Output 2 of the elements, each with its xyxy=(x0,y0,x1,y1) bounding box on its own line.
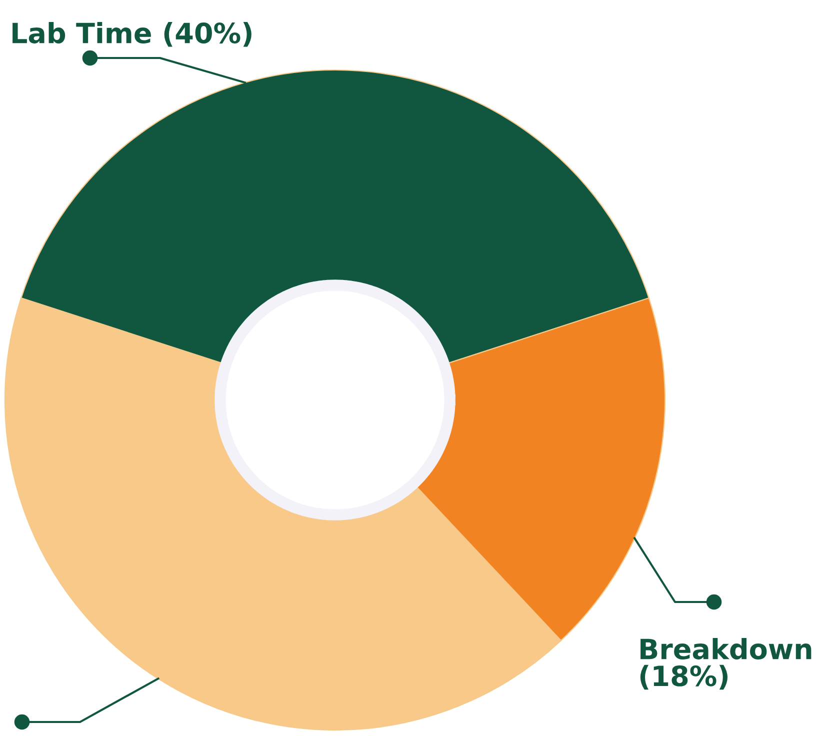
slice-label: Breakdown (18%) xyxy=(640,638,812,690)
slice-label: Lab Time (40%) xyxy=(12,22,252,47)
